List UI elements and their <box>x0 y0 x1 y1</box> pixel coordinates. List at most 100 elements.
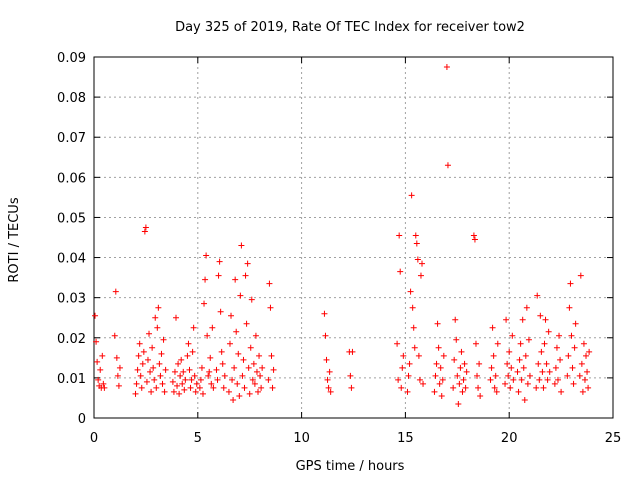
data-point-marker <box>197 376 204 383</box>
x-axis-label: GPS time / hours <box>296 459 405 474</box>
data-point-marker <box>395 376 402 383</box>
data-point-marker <box>141 228 148 235</box>
data-point-marker <box>225 388 232 395</box>
data-point-marker <box>252 332 259 339</box>
data-point-marker <box>152 314 159 321</box>
data-point-marker <box>564 372 571 379</box>
data-point-marker <box>178 356 185 363</box>
data-point-marker <box>451 356 458 363</box>
data-point-marker <box>396 232 403 239</box>
y-tick-label: 0.06 <box>57 171 86 186</box>
data-point-marker <box>420 380 427 387</box>
data-point-marker <box>546 368 553 375</box>
data-point-marker <box>407 288 414 295</box>
data-point-marker <box>487 376 494 383</box>
data-point-marker <box>489 324 496 331</box>
data-point-marker <box>173 314 180 321</box>
data-point-marker <box>521 396 528 403</box>
data-point-marker <box>155 304 162 311</box>
y-tick-label: 0.09 <box>57 51 86 66</box>
data-point-marker <box>100 380 107 387</box>
data-point-marker <box>179 380 186 387</box>
data-point-marker <box>247 344 254 351</box>
data-point-marker <box>414 256 421 263</box>
data-point-marker <box>198 364 205 371</box>
data-point-marker <box>226 340 233 347</box>
data-point-marker <box>218 348 225 355</box>
data-point-marker <box>585 384 592 391</box>
data-point-marker <box>92 312 99 319</box>
data-point-marker <box>239 372 246 379</box>
data-point-marker <box>94 358 101 365</box>
data-point-marker <box>140 348 147 355</box>
data-point-marker <box>142 224 149 231</box>
data-point-marker <box>175 360 182 367</box>
x-tick-label: 5 <box>194 431 202 446</box>
data-point-marker <box>206 368 213 375</box>
data-point-marker <box>554 376 561 383</box>
data-point-marker <box>515 388 522 395</box>
x-tick-label: 25 <box>605 431 622 446</box>
data-point-marker <box>325 384 332 391</box>
data-point-marker <box>492 372 499 379</box>
data-point-marker <box>186 366 193 373</box>
data-point-marker <box>580 340 587 347</box>
data-point-marker <box>454 372 461 379</box>
data-point-marker <box>208 380 215 387</box>
data-point-marker <box>134 366 141 373</box>
data-point-marker <box>213 366 220 373</box>
data-point-marker <box>199 390 206 397</box>
data-point-marker <box>526 372 533 379</box>
data-point-marker <box>576 372 583 379</box>
data-point-marker <box>458 348 465 355</box>
data-point-marker <box>583 352 590 359</box>
data-point-marker <box>413 240 420 247</box>
data-point-marker <box>192 388 199 395</box>
data-point-marker <box>146 330 153 337</box>
data-point-marker <box>95 376 102 383</box>
data-point-marker <box>268 352 275 359</box>
y-tick-label: 0.07 <box>57 131 86 146</box>
data-point-marker <box>233 328 240 335</box>
data-point-marker <box>417 272 424 279</box>
x-tick-label: 20 <box>501 431 518 446</box>
data-point-marker <box>569 364 576 371</box>
data-point-marker <box>249 376 256 383</box>
data-point-marker <box>570 380 577 387</box>
data-point-marker <box>193 380 200 387</box>
data-point-marker <box>477 392 484 399</box>
x-tick-label: 15 <box>397 431 414 446</box>
data-point-marker <box>324 376 331 383</box>
data-point-marker <box>456 380 463 387</box>
data-point-marker <box>188 376 195 383</box>
data-point-marker <box>238 242 245 249</box>
data-point-marker <box>581 376 588 383</box>
data-point-marker <box>545 328 552 335</box>
x-tick-label: 10 <box>293 431 310 446</box>
data-point-marker <box>216 258 223 265</box>
data-point-marker <box>567 280 574 287</box>
data-point-marker <box>161 388 168 395</box>
data-point-marker <box>524 380 531 387</box>
data-point-marker <box>507 384 514 391</box>
data-point-marker <box>137 372 144 379</box>
data-point-marker <box>432 372 439 379</box>
data-points <box>92 64 593 407</box>
data-point-marker <box>234 380 241 387</box>
data-point-marker <box>433 360 440 367</box>
data-point-marker <box>416 376 423 383</box>
data-point-marker <box>235 350 242 357</box>
data-point-marker <box>540 384 547 391</box>
data-point-marker <box>113 354 120 361</box>
data-point-marker <box>556 332 563 339</box>
data-point-marker <box>154 324 161 331</box>
data-point-marker <box>533 384 540 391</box>
data-point-marker <box>506 348 513 355</box>
data-point-marker <box>115 382 122 389</box>
data-point-marker <box>491 384 498 391</box>
data-point-marker <box>452 316 459 323</box>
data-point-marker <box>551 380 558 387</box>
data-point-marker <box>114 372 121 379</box>
data-point-marker <box>253 368 260 375</box>
